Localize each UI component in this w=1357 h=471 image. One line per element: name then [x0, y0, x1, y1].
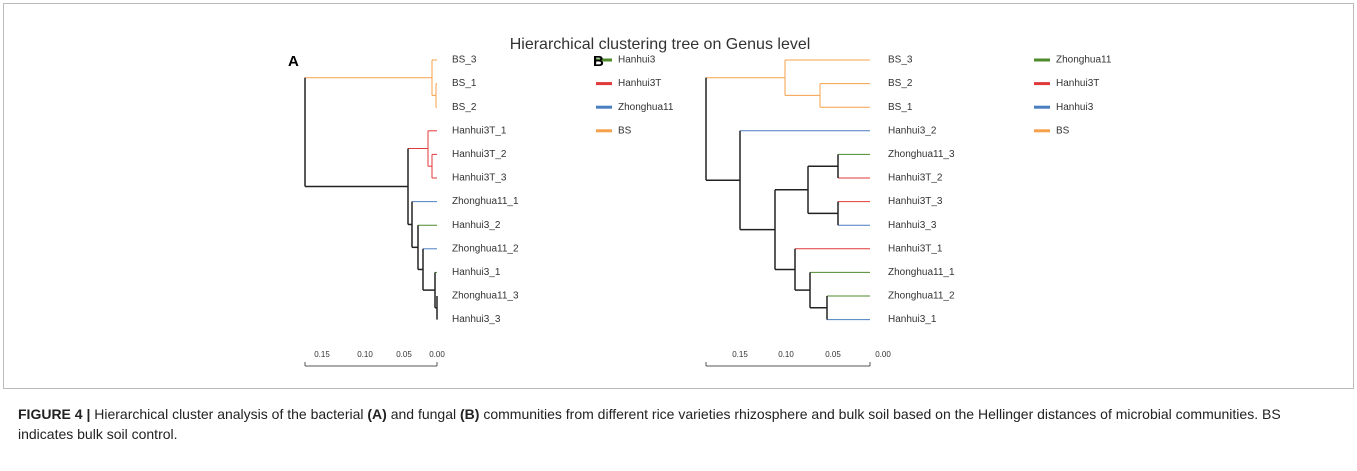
legend-label: Zhonghua11 — [618, 102, 674, 113]
leaf-label: Zhonghua11_3 — [452, 291, 519, 302]
scale-label: 0.10 — [357, 350, 373, 359]
leaf-label: Zhonghua11_2 — [888, 291, 955, 302]
leaf-label: BS_3 — [888, 55, 913, 66]
leaf-label: BS_2 — [452, 102, 477, 113]
legend-label: BS — [1056, 125, 1070, 136]
scale-label: 0.15 — [732, 350, 748, 359]
leaf-label: Hanhui3_2 — [888, 125, 937, 136]
leaf-label: Hanhui3T_3 — [888, 196, 943, 207]
scale-label: 0.00 — [875, 350, 891, 359]
leaf-label: Hanhui3_3 — [888, 220, 937, 231]
leaf-label: BS_1 — [452, 78, 477, 89]
leaf-label: Hanhui3_1 — [888, 314, 937, 325]
leaf-label: Zhonghua11_3 — [888, 149, 955, 160]
figure-frame — [3, 3, 1354, 389]
leaf-label: Hanhui3T_1 — [888, 243, 943, 254]
scale-label: 0.15 — [314, 350, 330, 359]
scale-label: 0.05 — [825, 350, 841, 359]
leaf-label: Hanhui3T_3 — [452, 173, 507, 184]
legend-label: Hanhui3T — [618, 78, 661, 89]
legend-label: BS — [618, 125, 632, 136]
scale-label: 0.05 — [396, 350, 412, 359]
leaf-label: BS_2 — [888, 78, 913, 89]
caption-text: communities from different rice varietie… — [18, 406, 1281, 442]
leaf-label: Zhonghua11_1 — [888, 267, 955, 278]
leaf-label: BS_3 — [452, 55, 477, 66]
legend-label: Hanhui3 — [618, 55, 656, 66]
leaf-label: Hanhui3_1 — [452, 267, 501, 278]
figure: Hierarchical clustering tree on Genus le… — [288, 36, 1112, 367]
leaf-label: Zhonghua11_2 — [452, 243, 519, 254]
legend-label: Hanhui3T — [1056, 78, 1099, 89]
caption-text: (A) — [367, 406, 387, 422]
caption: FIGURE 4 | Hierarchical cluster analysis… — [18, 404, 1338, 444]
panel-label: A — [288, 53, 299, 70]
leaf-label: Hanhui3T_2 — [452, 149, 507, 160]
legend-label: Hanhui3 — [1056, 102, 1094, 113]
caption-text: Hierarchical cluster analysis of the bac… — [90, 406, 368, 422]
leaf-label: BS_1 — [888, 102, 913, 113]
leaf-label: Hanhui3T_1 — [452, 125, 507, 136]
caption-text: and fungal — [386, 406, 460, 422]
scale-label: 0.00 — [429, 350, 445, 359]
scale-label: 0.10 — [778, 350, 794, 359]
leaf-label: Hanhui3T_2 — [888, 173, 943, 184]
leaf-label: Zhonghua11_1 — [452, 196, 519, 207]
panel-label: B — [593, 53, 604, 70]
figure-title: Hierarchical clustering tree on Genus le… — [510, 36, 811, 53]
leaf-label: Hanhui3_3 — [452, 314, 501, 325]
legend-label: Zhonghua11 — [1056, 55, 1112, 66]
caption-label: FIGURE 4 | — [18, 406, 91, 422]
caption-text: (B) — [460, 406, 480, 422]
leaf-label: Hanhui3_2 — [452, 220, 501, 231]
